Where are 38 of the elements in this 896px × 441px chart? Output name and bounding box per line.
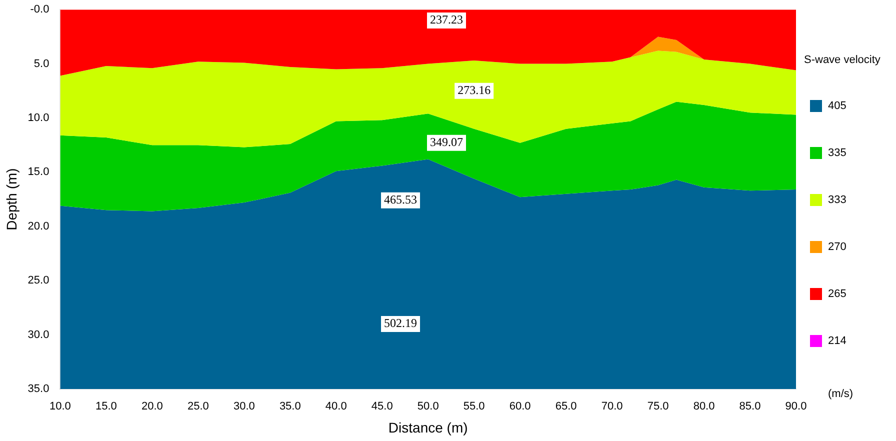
legend-label: 333 <box>828 194 846 206</box>
x-tick-label: 55.0 <box>463 400 485 413</box>
legend-label: 335 <box>828 147 846 160</box>
annotation: 237.23 <box>430 12 463 27</box>
x-tick-label: 65.0 <box>555 400 577 413</box>
legend-label: 405 <box>828 100 846 112</box>
y-tick-label: 25.0 <box>28 274 50 287</box>
x-tick-label: 10.0 <box>50 400 71 413</box>
y-tick-label: 20.0 <box>28 220 50 232</box>
x-tick-label: 45.0 <box>371 400 393 413</box>
x-tick-label: 20.0 <box>141 400 163 413</box>
x-tick-label: 25.0 <box>187 400 209 413</box>
y-tick-label: 10.0 <box>28 112 50 124</box>
x-tick-label: 30.0 <box>233 400 255 413</box>
x-tick-label: 80.0 <box>693 400 715 413</box>
y-tick-label: 35.0 <box>28 383 50 396</box>
y-axis-title: Depth (m) <box>3 168 20 230</box>
x-tick-label: 15.0 <box>95 400 117 413</box>
legend-label: 214 <box>828 335 846 348</box>
text: (m/s) <box>828 388 854 400</box>
x-tick-label: 40.0 <box>325 400 347 413</box>
x-tick-label: 70.0 <box>601 400 623 413</box>
legend-label: 265 <box>828 288 846 300</box>
y-tick-label: -0.0 <box>30 4 50 16</box>
x-tick-label: 75.0 <box>647 400 669 413</box>
y-tick-label: 5.0 <box>34 58 50 70</box>
annotation: 273.16 <box>458 83 491 98</box>
x-tick-label: 60.0 <box>509 400 531 413</box>
x-tick-label: 90.0 <box>785 400 807 413</box>
x-tick-label: 50.0 <box>417 400 439 413</box>
x-axis-title: Distance (m) <box>388 419 468 436</box>
annotation: 349.07 <box>430 135 463 150</box>
x-tick-label: 35.0 <box>279 400 301 413</box>
legend-label: 270 <box>828 241 846 254</box>
legend-title: S-wave velocity <box>804 54 881 66</box>
y-tick-label: 15.0 <box>28 166 50 178</box>
y-tick-label: 30.0 <box>28 328 50 341</box>
x-tick-label: 85.0 <box>739 400 761 413</box>
